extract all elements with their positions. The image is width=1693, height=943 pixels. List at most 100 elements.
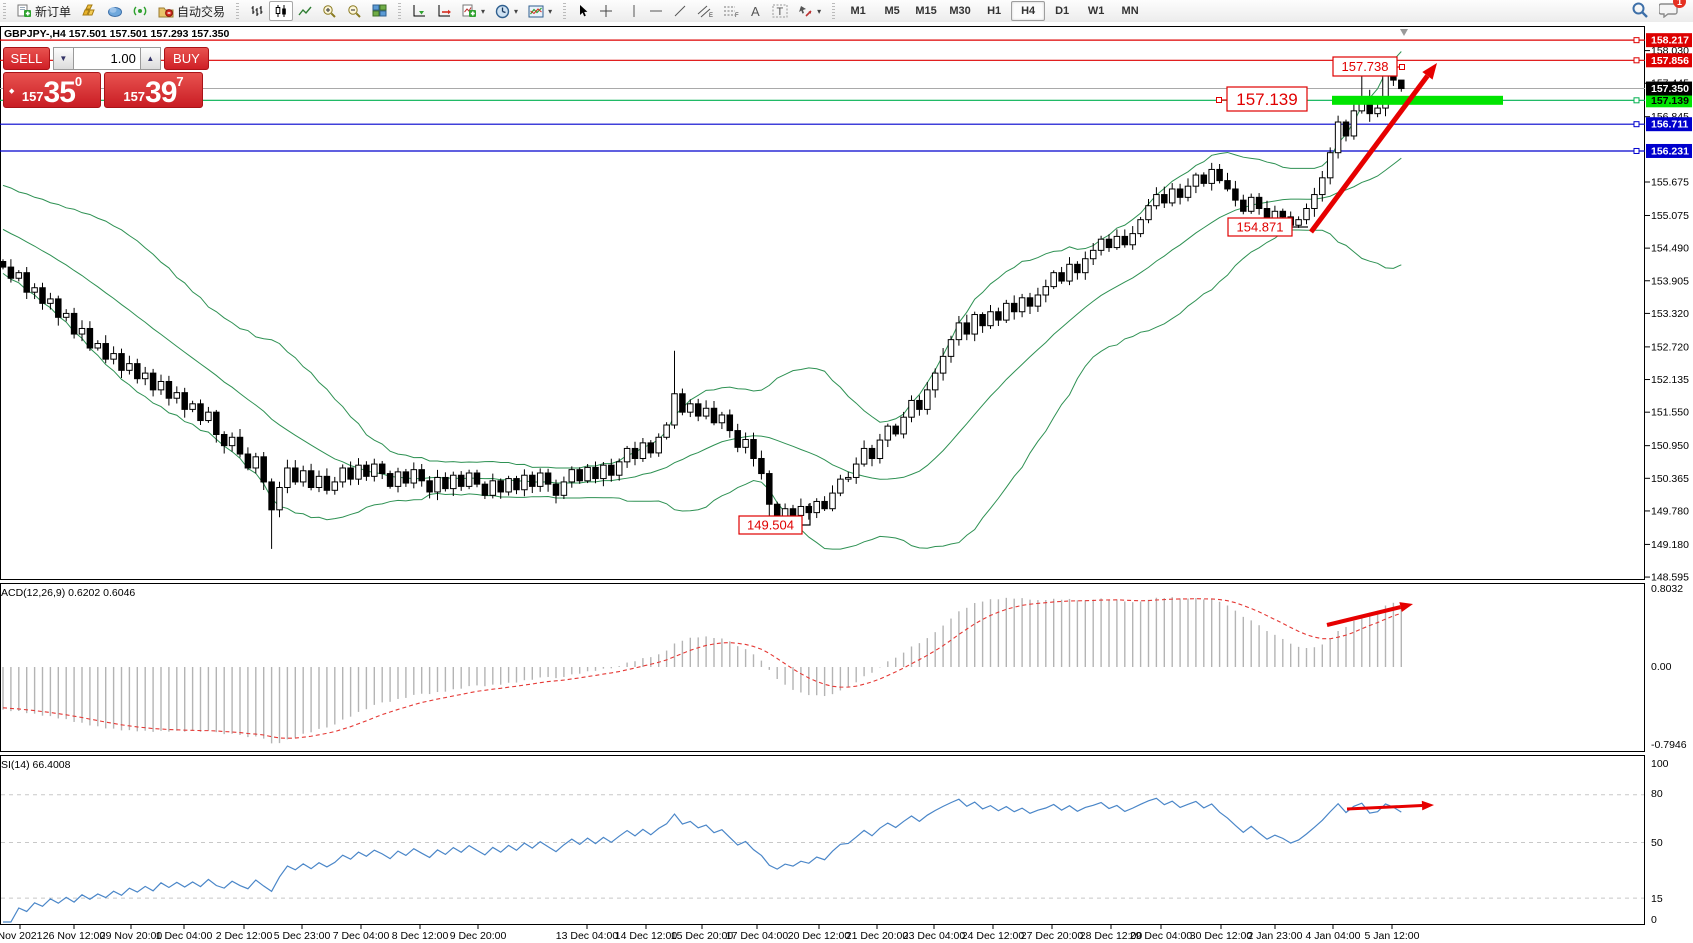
annotation-157.139[interactable]: 157.139 [1216,86,1308,112]
timeframe-mn[interactable]: MN [1121,5,1139,17]
volume-decrease-button[interactable]: ▼ [52,47,74,70]
cursor-button[interactable] [572,1,594,21]
auto-scroll-button[interactable] [407,1,432,21]
search-button[interactable] [1631,1,1649,22]
candle [1082,258,1089,274]
trendline-button[interactable] [668,1,692,21]
spread-diamond-icon: ◆ [9,88,15,95]
candle [924,389,931,410]
candle [39,287,46,304]
toolbar-grip[interactable] [831,3,837,19]
templates-button[interactable]: ▾ [523,1,557,21]
trend-arrow[interactable] [1346,800,1434,811]
candle [62,312,70,318]
hline-handle[interactable] [1633,57,1640,64]
hline-handle[interactable] [1633,37,1640,44]
panel-border [0,583,1645,752]
sell-button[interactable]: SELL [3,47,50,70]
price-chart[interactable]: 158.030157.445156.845155.675155.075154.4… [0,22,1693,943]
periods-button[interactable]: ▾ [490,1,523,21]
bar-chart-button[interactable] [245,1,269,21]
candle [189,403,196,410]
timeframe-w1[interactable]: W1 [1087,5,1105,17]
gold-button[interactable] [76,1,102,21]
candle [852,463,860,478]
toolbar-grip[interactable] [235,3,241,19]
candle [955,322,963,341]
candle [1326,152,1334,179]
notifications-button[interactable]: 1 [1658,0,1686,21]
timeframe-h1[interactable]: H1 [987,5,1002,17]
timeframe-m1[interactable]: M1 [850,5,866,17]
text-label-button[interactable]: T [767,1,793,21]
buy-price-display[interactable]: 157 39 7 [104,72,203,108]
candle [371,463,378,477]
buy-price-base: 157 [123,89,146,104]
svg-text:153.905: 153.905 [1651,275,1689,287]
timeframe-h4[interactable]: H4 [1011,1,1046,21]
svg-text:1 Dec 04:00: 1 Dec 04:00 [156,930,213,942]
vertical-line-button[interactable] [624,1,644,21]
signal-button[interactable] [128,1,153,21]
candle [252,456,260,469]
toolbar-grip[interactable] [2,3,7,19]
chart-shift-button[interactable] [432,1,457,21]
cloud-button[interactable] [102,1,128,21]
horizontal-line-button[interactable] [644,1,668,21]
candle [481,483,489,496]
buy-button[interactable]: BUY [163,47,209,70]
add-indicator-button[interactable]: ▾ [457,1,490,21]
channel-button[interactable]: E [692,1,718,21]
candle [197,403,204,422]
candle [220,433,228,447]
zoom-out-button[interactable] [342,1,367,21]
svg-text:9 Dec 20:00: 9 Dec 20:00 [450,930,507,942]
candle [1097,238,1105,251]
volume-input[interactable] [73,47,140,70]
candle [671,393,678,426]
line-chart-button[interactable] [293,1,317,21]
fibonacci-button[interactable]: F [718,1,744,21]
hline-handle[interactable] [1633,97,1640,104]
arrows-tool-button[interactable]: ▾ [793,1,826,21]
timeframe-m5[interactable]: M5 [884,5,900,17]
trend-arrow[interactable] [1326,602,1413,627]
candle [1018,297,1026,313]
candle [521,474,528,491]
annotation-154.871[interactable]: 154.871 [1227,217,1308,237]
support-zone[interactable] [1332,95,1503,105]
svg-text:-0.7946: -0.7946 [1651,739,1687,751]
svg-text:157.350: 157.350 [1651,83,1689,95]
svg-text:E: E [709,13,713,18]
candle [1303,208,1310,221]
toolbar-grip[interactable] [562,3,568,19]
annotation-157.738[interactable]: 157.738 [1332,56,1405,77]
svg-text:T: T [777,6,784,18]
chart-shift-marker[interactable] [1400,29,1408,36]
sell-price-display[interactable]: ◆ 157 35 0 [3,72,101,108]
text-button[interactable]: A [744,1,767,21]
trend-arrow[interactable] [1308,63,1437,234]
svg-text:2 Dec 12:00: 2 Dec 12:00 [216,930,273,942]
tile-windows-button[interactable] [367,1,392,21]
svg-text:21 Dec 20:00: 21 Dec 20:00 [846,930,909,942]
svg-text:15 Dec 20:00: 15 Dec 20:00 [671,930,734,942]
hline-handle[interactable] [1633,121,1640,128]
candle [157,380,165,391]
crosshair-button[interactable] [594,1,618,21]
new-order-button[interactable]: 新订单 [12,1,76,21]
toolbar-grip[interactable] [397,3,403,19]
candle [916,399,923,410]
timeframe-m15[interactable]: M15 [915,5,937,17]
zoom-in-button[interactable] [317,1,342,21]
candle [1089,249,1097,260]
candlestick-chart-button[interactable] [269,1,294,21]
auto-trading-button[interactable]: 自动交易 [153,1,230,21]
hline-handle[interactable] [1633,147,1640,154]
candle [1398,79,1405,90]
volume-increase-button[interactable]: ▲ [139,47,161,70]
annotation-149.504[interactable]: 149.504 [738,503,811,535]
timeframe-d1[interactable]: D1 [1055,5,1070,17]
svg-text:27 Dec 20:00: 27 Dec 20:00 [1021,930,1084,942]
timeframe-m30[interactable]: M30 [949,5,971,17]
